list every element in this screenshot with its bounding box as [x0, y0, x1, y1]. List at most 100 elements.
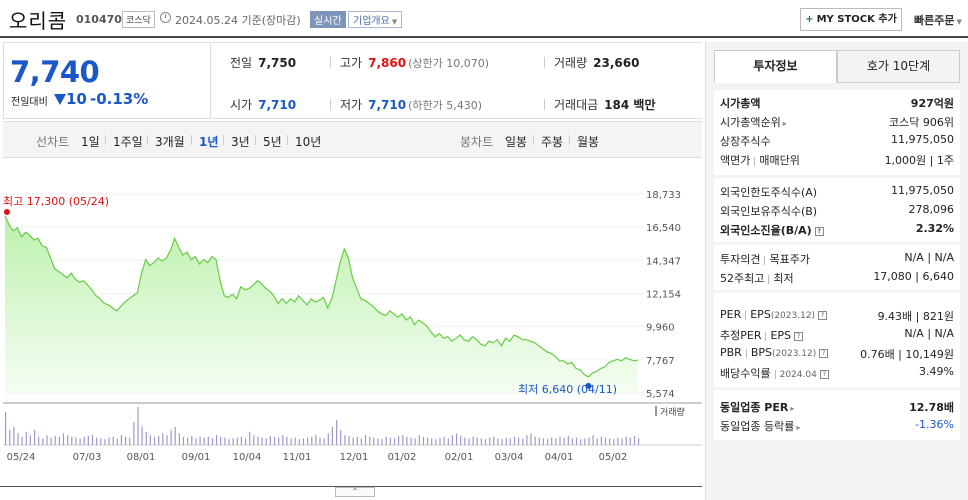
- div-period: 2024.04: [779, 370, 817, 380]
- volume-bar: [518, 437, 520, 445]
- tab-invest-info[interactable]: 투자정보: [714, 50, 837, 83]
- stat-label: 시가: [230, 98, 253, 112]
- realtime-button[interactable]: 실시간: [310, 11, 346, 28]
- add-mystock-button[interactable]: + MY STOCK 추가: [800, 8, 902, 31]
- foreign-limit-label: 외국인한도주식수(A): [720, 186, 818, 199]
- volume-bar: [71, 436, 73, 445]
- par-label-text: 액면가: [720, 154, 751, 167]
- tab-1w[interactable]: 1주일: [113, 135, 143, 149]
- tab-3y[interactable]: 3년: [231, 135, 250, 149]
- volume-bar: [191, 435, 193, 445]
- volume-bar: [505, 437, 507, 445]
- tab-daily[interactable]: 일봉: [505, 135, 528, 149]
- w52-value: 17,080 | 6,640: [873, 270, 954, 283]
- help-icon[interactable]: ?: [814, 226, 824, 236]
- chevron-up-icon: ⌃: [351, 487, 359, 496]
- industry-rate-value: -1.36%: [915, 418, 954, 431]
- volume-bar: [588, 437, 590, 445]
- help-icon[interactable]: ?: [818, 310, 828, 320]
- volume-bar: [331, 426, 333, 445]
- foreign-rate-label-text: 외국인소진율(B/A): [720, 224, 812, 237]
- unit-label-text: 매매단위: [759, 154, 800, 167]
- divider: [105, 135, 106, 145]
- industry-per-value: 12.78배: [909, 401, 954, 414]
- industry-rate-row[interactable]: 동일업종 등락률 ▸ -1.36%: [720, 418, 954, 436]
- tab-5y[interactable]: 5년: [263, 135, 282, 149]
- tab-3m[interactable]: 3개월: [155, 135, 185, 149]
- volume-bar: [389, 437, 391, 445]
- w52-label: 52주최고 최저: [720, 270, 794, 286]
- volume-bar: [273, 436, 276, 445]
- volume-bar: [62, 433, 65, 445]
- pbr-bps-label: PBR BPS(2023.12)?: [720, 346, 829, 359]
- volume-bar: [575, 437, 578, 445]
- low-label: 최저 6,640 (04/11): [518, 383, 617, 396]
- est-per-label-text: 추정PER: [720, 329, 762, 342]
- volume-bar: [307, 437, 309, 445]
- volume-bar: [360, 438, 362, 445]
- tab-hoga-10[interactable]: 호가 10단계: [837, 50, 960, 83]
- volume-bar: [67, 435, 69, 445]
- stat-label: 고가: [340, 56, 363, 70]
- volume-bar: [166, 435, 168, 445]
- volume-bar: [323, 438, 325, 445]
- foreign-limit-value: 11,975,050: [891, 184, 954, 197]
- price-chart[interactable]: 18,733 16,540 14,347 12,154 9,960 7,767 5,574 …: [3, 158, 702, 486]
- volume-bar: [356, 436, 358, 445]
- company-overview-dropdown[interactable]: 기업개요 ▼: [348, 11, 403, 28]
- shares-label: 상장주식수: [720, 135, 771, 148]
- volume-bar: [489, 437, 491, 445]
- stat-label: 거래량: [554, 56, 588, 70]
- stat-amount: 거래대금 184 백만: [554, 96, 655, 113]
- volume-bar: [25, 431, 27, 445]
- line-chart-label: 선차트: [36, 135, 70, 149]
- eps-period: (2023.12): [770, 311, 816, 321]
- opinion-value: N/A | N/A: [904, 251, 954, 264]
- divider: [147, 135, 148, 145]
- x-tick-label: 01/02: [388, 452, 417, 463]
- volume-bar: [50, 437, 52, 445]
- tab-1y[interactable]: 1년: [199, 135, 219, 149]
- expand-chart-button[interactable]: ⌃: [335, 487, 375, 497]
- foreign-hold-value: 278,096: [908, 203, 955, 216]
- volume-bar: [604, 437, 607, 445]
- shares-row: 상장주식수 11,975,050: [720, 133, 954, 151]
- industry-block: 동일업종 PER ▸ 12.78배 동일업종 등락률 ▸ -1.36%: [714, 390, 960, 440]
- company-overview-label: 기업개요: [353, 16, 390, 27]
- price-chart-svg: 18,73316,54014,34712,1549,9607,7675,574 …: [3, 190, 702, 463]
- help-icon[interactable]: ?: [794, 331, 804, 341]
- tab-10y[interactable]: 10년: [295, 135, 322, 149]
- pbr-bps-value: 0.76배 | 10,149원: [860, 348, 954, 361]
- tab-weekly[interactable]: 주봉: [541, 135, 564, 149]
- volume-bar: [625, 436, 627, 445]
- volume-bar: [427, 437, 429, 445]
- volume-bar: [265, 438, 267, 445]
- divider: [223, 135, 224, 145]
- mcap-rank-row[interactable]: 시가총액순위 ▸ 코스닥 906위: [720, 114, 954, 132]
- w52-low-label-text: 최저: [773, 272, 794, 285]
- volume-bar: [468, 438, 470, 445]
- est-per-row: 추정PER EPS? N/A | N/A: [720, 327, 954, 345]
- foreign-rate-row: 외국인소진율(B/A)? 2.32%: [720, 222, 954, 240]
- volume-bar: [58, 436, 60, 445]
- industry-per-row[interactable]: 동일업종 PER ▸ 12.78배: [720, 399, 954, 417]
- volume-bar: [286, 436, 288, 445]
- upper-limit: (상한가 10,070): [408, 57, 489, 70]
- volume-bar: [451, 435, 453, 445]
- stat-label: 저가: [340, 98, 363, 112]
- x-tick-label: 09/01: [182, 452, 211, 463]
- x-tick-label: 04/01: [545, 452, 574, 463]
- help-icon[interactable]: ?: [819, 369, 829, 379]
- volume-bar: [203, 437, 205, 445]
- quick-order-button[interactable]: 빠른주문 ▼: [914, 12, 962, 28]
- divider: [330, 57, 331, 68]
- x-tick-label: 07/03: [73, 452, 102, 463]
- foreign-block: 외국인한도주식수(A) 11,975,050 외국인보유주식수(B) 278,096…: [714, 178, 960, 242]
- y-tick-label: 12,154: [646, 290, 681, 301]
- divider: [191, 135, 192, 145]
- help-icon[interactable]: ?: [819, 348, 829, 358]
- volume-bar: [547, 439, 549, 445]
- tab-1d[interactable]: 1일: [81, 135, 100, 149]
- y-tick-label: 14,347: [646, 256, 681, 267]
- tab-monthly[interactable]: 월봉: [577, 135, 600, 149]
